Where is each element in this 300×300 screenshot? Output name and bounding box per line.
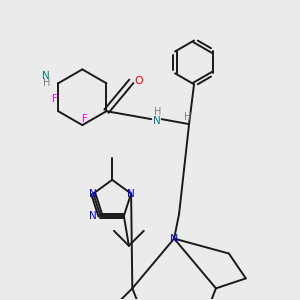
Text: N: N bbox=[127, 189, 135, 199]
Text: F: F bbox=[52, 94, 58, 104]
Text: N: N bbox=[42, 71, 50, 81]
Text: N: N bbox=[89, 189, 97, 199]
Text: H: H bbox=[154, 107, 161, 117]
Text: O: O bbox=[134, 76, 143, 86]
Text: H: H bbox=[184, 112, 191, 122]
Text: N: N bbox=[89, 211, 97, 221]
Text: F: F bbox=[82, 114, 88, 124]
Text: N: N bbox=[170, 234, 178, 244]
Text: H: H bbox=[43, 78, 50, 88]
Text: N: N bbox=[153, 116, 161, 126]
